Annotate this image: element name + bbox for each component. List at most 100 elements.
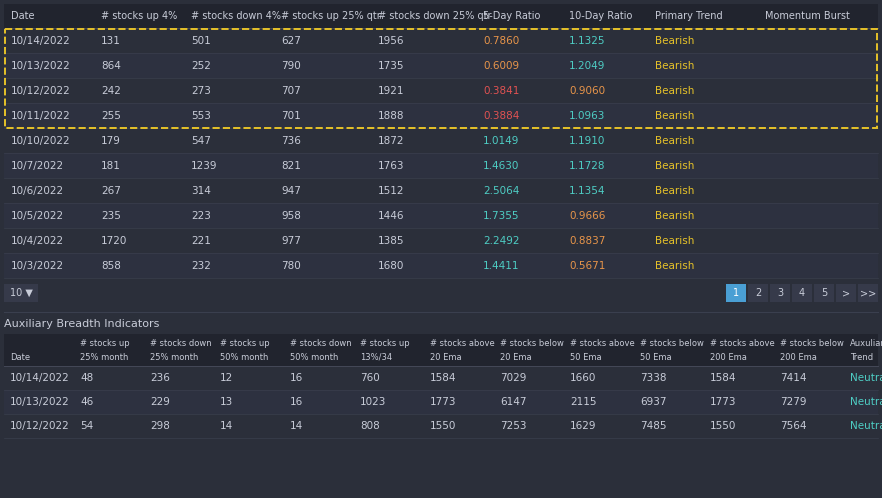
Text: 10/10/2022: 10/10/2022 (11, 135, 71, 145)
Text: 977: 977 (281, 236, 301, 246)
Bar (4, 228, 878, 253)
Text: Auxiliary Breadth Indicators: Auxiliary Breadth Indicators (4, 319, 160, 329)
Text: 1446: 1446 (378, 211, 405, 221)
Text: 858: 858 (101, 260, 121, 270)
Text: 10/7/2022: 10/7/2022 (11, 160, 64, 170)
Bar (4, 366, 878, 390)
Text: 2: 2 (755, 288, 761, 298)
Text: 50% month: 50% month (290, 353, 339, 362)
Text: 0.9666: 0.9666 (569, 211, 605, 221)
Text: 1550: 1550 (430, 421, 456, 431)
Bar (4, 128, 878, 153)
Text: # stocks up: # stocks up (80, 339, 130, 348)
Text: 10/3/2022: 10/3/2022 (11, 260, 64, 270)
Text: 6147: 6147 (500, 397, 527, 407)
Text: 627: 627 (281, 35, 301, 45)
Text: 10/12/2022: 10/12/2022 (10, 421, 70, 431)
Text: 16: 16 (290, 397, 303, 407)
Text: 255: 255 (101, 111, 121, 121)
Text: 10-Day Ratio: 10-Day Ratio (569, 11, 632, 21)
Text: 1512: 1512 (378, 185, 405, 196)
Text: 200 Ema: 200 Ema (780, 353, 817, 362)
Text: 1584: 1584 (430, 373, 457, 383)
Text: 10/11/2022: 10/11/2022 (11, 111, 71, 121)
Text: # stocks below: # stocks below (640, 339, 704, 348)
Text: 10/5/2022: 10/5/2022 (11, 211, 64, 221)
Text: 736: 736 (281, 135, 301, 145)
Text: 7279: 7279 (780, 397, 806, 407)
Text: 252: 252 (191, 60, 211, 71)
Bar (770, 284, 790, 302)
Text: 235: 235 (101, 211, 121, 221)
Text: 1.0963: 1.0963 (569, 111, 605, 121)
Text: 1.7355: 1.7355 (483, 211, 519, 221)
Text: 179: 179 (101, 135, 121, 145)
Text: 267: 267 (101, 185, 121, 196)
Text: 7338: 7338 (640, 373, 667, 383)
Text: 50 Ema: 50 Ema (570, 353, 602, 362)
Text: 10/13/2022: 10/13/2022 (10, 397, 70, 407)
Bar (4, 103, 878, 128)
Text: 1629: 1629 (570, 421, 596, 431)
Text: # stocks up 4%: # stocks up 4% (101, 11, 177, 21)
Text: 236: 236 (150, 373, 170, 383)
Text: 1.1910: 1.1910 (569, 135, 605, 145)
Text: Bearish: Bearish (655, 260, 694, 270)
Text: 10/6/2022: 10/6/2022 (11, 185, 64, 196)
Text: # stocks down: # stocks down (290, 339, 352, 348)
Text: 7253: 7253 (500, 421, 527, 431)
Bar (814, 284, 834, 302)
Text: 200 Ema: 200 Ema (710, 353, 747, 362)
Text: 1.4630: 1.4630 (483, 160, 519, 170)
Text: 46: 46 (80, 397, 93, 407)
Text: 1.1354: 1.1354 (569, 185, 606, 196)
Text: 1584: 1584 (710, 373, 736, 383)
Text: 0.8837: 0.8837 (569, 236, 605, 246)
Text: 13: 13 (220, 397, 233, 407)
Text: Bearish: Bearish (655, 35, 694, 45)
Text: Auxuliary: Auxuliary (850, 339, 882, 348)
Text: 1921: 1921 (378, 86, 405, 96)
Text: 547: 547 (191, 135, 211, 145)
Text: 1872: 1872 (378, 135, 405, 145)
Text: 501: 501 (191, 35, 211, 45)
Text: 16: 16 (290, 373, 303, 383)
Text: 12: 12 (220, 373, 233, 383)
Text: 1.2049: 1.2049 (569, 60, 605, 71)
Text: 1239: 1239 (191, 160, 218, 170)
Text: 4: 4 (799, 288, 805, 298)
Text: 1.4411: 1.4411 (483, 260, 519, 270)
Text: 0.5671: 0.5671 (569, 260, 605, 270)
Text: 780: 780 (281, 260, 301, 270)
Text: Neutral: Neutral (850, 397, 882, 407)
Text: 131: 131 (101, 35, 121, 45)
Text: 707: 707 (281, 86, 301, 96)
Text: 1550: 1550 (710, 421, 736, 431)
Text: Bearish: Bearish (655, 111, 694, 121)
Text: 5-Day Ratio: 5-Day Ratio (483, 11, 541, 21)
Text: 10/13/2022: 10/13/2022 (11, 60, 71, 71)
Text: 1.1325: 1.1325 (569, 35, 606, 45)
Text: Date: Date (11, 11, 34, 21)
Text: 790: 790 (281, 60, 301, 71)
Text: 50 Ema: 50 Ema (640, 353, 671, 362)
Text: # stocks below: # stocks below (780, 339, 844, 348)
Text: # stocks above: # stocks above (570, 339, 635, 348)
Text: 14: 14 (220, 421, 233, 431)
Text: Bearish: Bearish (655, 135, 694, 145)
Text: Bearish: Bearish (655, 236, 694, 246)
Text: 0.3841: 0.3841 (483, 86, 519, 96)
Text: 50% month: 50% month (220, 353, 268, 362)
Text: 54: 54 (80, 421, 93, 431)
Text: 25% month: 25% month (150, 353, 198, 362)
Bar (4, 390, 878, 414)
Text: 821: 821 (281, 160, 301, 170)
Text: 0.6009: 0.6009 (483, 60, 519, 71)
Text: 13%/34: 13%/34 (360, 353, 392, 362)
Text: 7414: 7414 (780, 373, 806, 383)
Text: 2.5064: 2.5064 (483, 185, 519, 196)
Bar (4, 78, 878, 103)
Text: 20 Ema: 20 Ema (430, 353, 461, 362)
Bar (4, 253, 878, 278)
Text: # stocks up 25% qtr: # stocks up 25% qtr (281, 11, 381, 21)
